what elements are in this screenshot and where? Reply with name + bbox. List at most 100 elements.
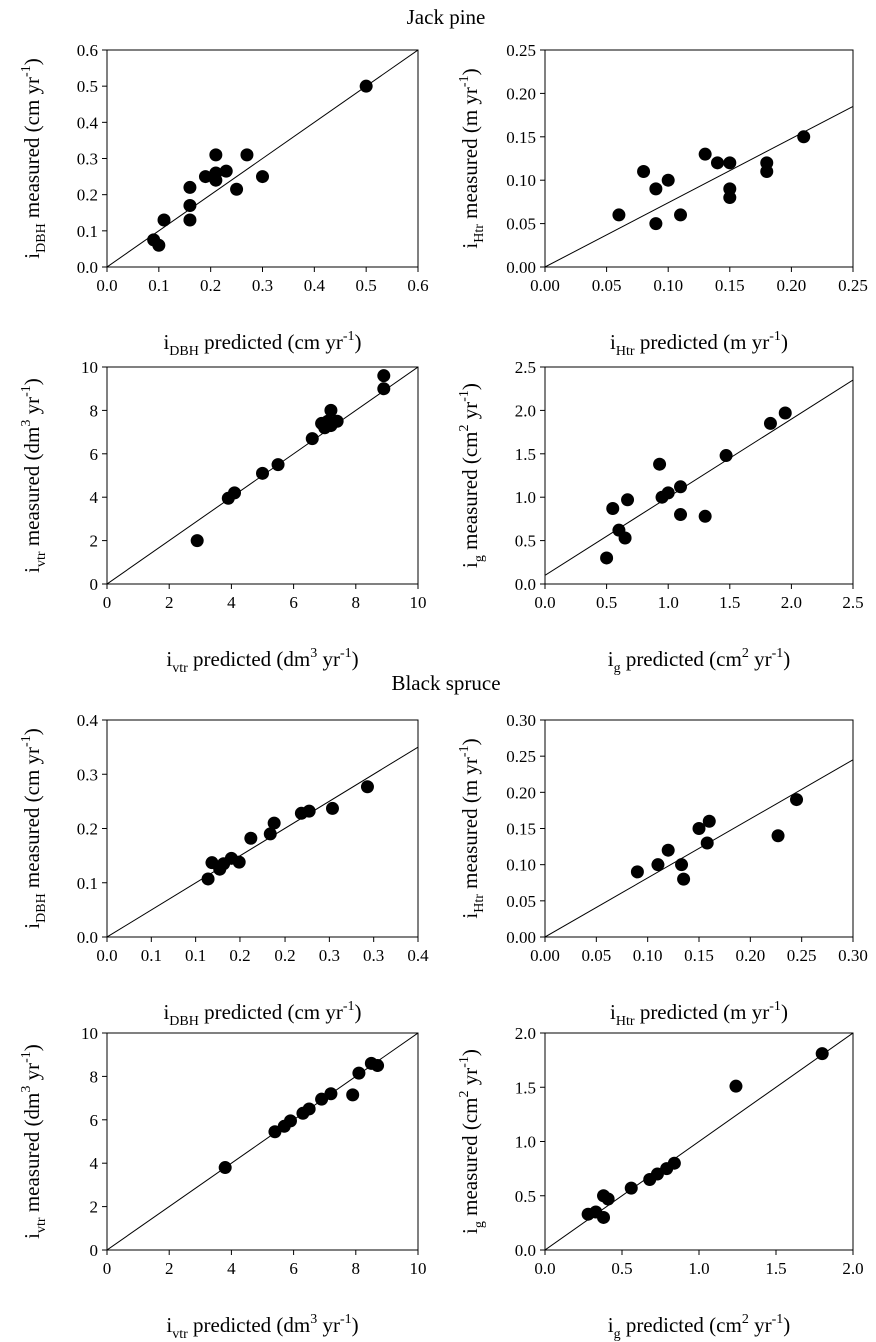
data-point: [183, 180, 197, 194]
x-tick-label: 2.5: [842, 593, 863, 612]
y-tick-label: 6: [90, 1111, 99, 1130]
data-point: [325, 801, 339, 815]
data-point: [675, 858, 689, 872]
y-tick-label: 0.1: [77, 222, 98, 241]
y-tick-label: 2.0: [515, 401, 536, 420]
data-point: [256, 170, 269, 184]
y-tick-label: 0.5: [77, 77, 98, 96]
data-point: [330, 414, 344, 428]
data-point: [612, 208, 626, 222]
data-point: [230, 182, 244, 196]
data-point: [324, 1087, 338, 1101]
x-tick-label: 0.0: [534, 593, 555, 612]
x-axis-label: ivtr predicted (dm3 yr-1): [166, 1312, 358, 1342]
x-tick-label: 0.4: [304, 276, 326, 295]
x-tick-label: 2.0: [781, 593, 802, 612]
x-tick-label: 0.1: [148, 276, 169, 295]
x-tick-label: 6: [289, 593, 298, 612]
data-point: [377, 382, 391, 396]
data-point: [702, 814, 716, 828]
y-axis-label: ig measured (cm2 yr-1): [457, 1049, 487, 1234]
y-tick-label: 8: [90, 401, 99, 420]
data-point: [661, 173, 675, 187]
data-point: [198, 170, 212, 184]
data-point: [653, 457, 667, 471]
y-tick-label: 0.05: [506, 892, 536, 911]
panels-container: 0.0 0.1 0.2 0.3 0.4 0.5 0.60.00.10.20.30.40.50…: [19, 41, 868, 1342]
data-point: [152, 238, 166, 252]
y-axis-label: iDBH measured (cm yr-1): [19, 728, 49, 928]
data-point: [218, 1161, 232, 1175]
x-tick-label: 1.5: [719, 593, 740, 612]
x-tick-label: 0.5: [356, 276, 377, 295]
data-point: [723, 191, 737, 205]
data-point: [359, 79, 373, 93]
data-point: [600, 551, 614, 565]
x-tick-label: 0.20: [735, 946, 765, 965]
data-point: [624, 1181, 638, 1195]
y-axis-label: iDBH measured (cm yr-1): [19, 58, 49, 258]
y-tick-label: 0.10: [506, 171, 536, 190]
data-point: [698, 147, 712, 161]
scatter-panel-6: 0.00 0.05 0.10 0.15 0.20 0.25 0.30 0.00 0.05 0.10…: [457, 711, 868, 1029]
data-point: [597, 1210, 611, 1224]
y-tick-label: 0.15: [506, 820, 536, 839]
data-point: [601, 1192, 615, 1206]
x-tick-label: 0.5: [611, 1259, 632, 1278]
data-point: [674, 508, 688, 522]
y-tick-label: 0.05: [506, 215, 536, 234]
data-point: [661, 486, 675, 500]
data-point: [637, 165, 651, 179]
x-tick-label: 2: [165, 1259, 174, 1278]
data-point: [649, 217, 663, 231]
x-tick-label: 0.15: [684, 946, 714, 965]
x-axis-label: ig predicted (cm2 yr-1): [608, 646, 791, 676]
x-tick-label: 0.3: [252, 276, 273, 295]
y-tick-label: 0.3: [77, 150, 98, 169]
x-tick-label: 2.0: [842, 1259, 863, 1278]
data-point: [371, 1059, 385, 1073]
x-tick-label: 0.0: [534, 1259, 555, 1278]
y-tick-label: 0.1: [77, 874, 98, 893]
data-point: [190, 534, 204, 548]
data-point: [302, 1102, 316, 1116]
x-tick-label: 0: [103, 1259, 112, 1278]
data-point: [209, 173, 223, 187]
data-point: [621, 493, 635, 507]
data-point: [630, 865, 644, 879]
y-tick-label: 0.00: [506, 258, 536, 277]
data-point: [232, 855, 246, 869]
x-tick-label: 0.05: [581, 946, 611, 965]
fit-line: [107, 1033, 418, 1250]
y-tick-label: 0.00: [506, 928, 536, 947]
data-point: [263, 827, 277, 841]
data-point: [700, 836, 714, 850]
y-tick-label: 0.25: [506, 747, 536, 766]
data-point: [797, 130, 811, 144]
y-tick-label: 2: [90, 532, 99, 551]
x-tick-label: 0.25: [787, 946, 817, 965]
x-tick-label: 1.0: [688, 1259, 709, 1278]
plot-frame: [544, 366, 854, 585]
fit-line: [545, 759, 853, 937]
x-axis-label: iDBH predicted (cm yr-1): [163, 999, 361, 1029]
x-tick-label: 0.15: [715, 276, 745, 295]
data-point: [729, 1079, 743, 1093]
x-tick-label: 0.00: [530, 276, 560, 295]
y-tick-label: 0.0: [515, 575, 536, 594]
x-tick-label: 0.30: [838, 946, 868, 965]
data-point: [760, 165, 774, 179]
data-point: [183, 213, 197, 227]
x-tick-label: 0.10: [633, 946, 663, 965]
data-point: [377, 369, 391, 383]
y-tick-label: 0.4: [77, 711, 99, 730]
y-axis-label: ig measured (cm2 yr-1): [457, 383, 487, 568]
group-title-jack-pine: Jack pine: [407, 5, 486, 29]
data-point: [240, 148, 254, 162]
data-point: [360, 780, 374, 794]
y-tick-label: 0: [90, 1241, 99, 1260]
y-tick-label: 6: [90, 445, 99, 464]
y-tick-label: 0.20: [506, 84, 536, 103]
x-tick-label: 0.2: [200, 276, 221, 295]
data-point: [778, 406, 792, 420]
